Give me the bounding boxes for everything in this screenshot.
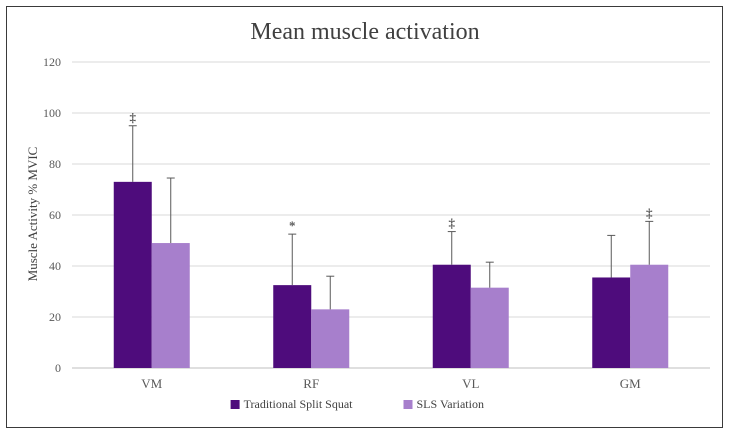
significance-marker: ‡ (130, 110, 137, 125)
y-tick-label: 60 (49, 208, 61, 222)
y-tick-label: 0 (55, 361, 61, 375)
x-tick-label: GM (620, 376, 641, 391)
bar-vl-series-1 (432, 264, 471, 368)
y-tick-label: 80 (49, 157, 61, 171)
y-tick-label: 120 (43, 55, 61, 69)
bar-gm-series-2 (630, 264, 669, 368)
legend-label: Traditional Split Squat (244, 397, 354, 411)
y-tick-label: 100 (43, 106, 61, 120)
bar-rf-series-2 (311, 309, 350, 368)
x-tick-label: RF (303, 376, 319, 391)
y-tick-label: 20 (49, 310, 61, 324)
bar-vm-series-1 (113, 181, 152, 368)
bar-gm-series-1 (592, 277, 631, 368)
y-axis-label: Muscle Activity % MVIC (25, 147, 40, 282)
bar-rf-series-1 (273, 285, 312, 368)
legend-swatch (230, 400, 240, 409)
y-tick-label: 40 (49, 259, 61, 273)
bar-vl-series-2 (470, 287, 509, 368)
significance-marker: * (289, 218, 296, 233)
significance-marker: ‡ (646, 205, 653, 220)
significance-marker: ‡ (449, 216, 456, 231)
x-tick-label: VL (462, 376, 479, 391)
chart-title: Mean muscle activation (250, 19, 479, 45)
bar-vm-series-2 (151, 243, 190, 368)
x-tick-label: VM (141, 376, 162, 391)
legend-label: SLS Variation (417, 397, 484, 411)
legend-swatch (403, 400, 413, 409)
